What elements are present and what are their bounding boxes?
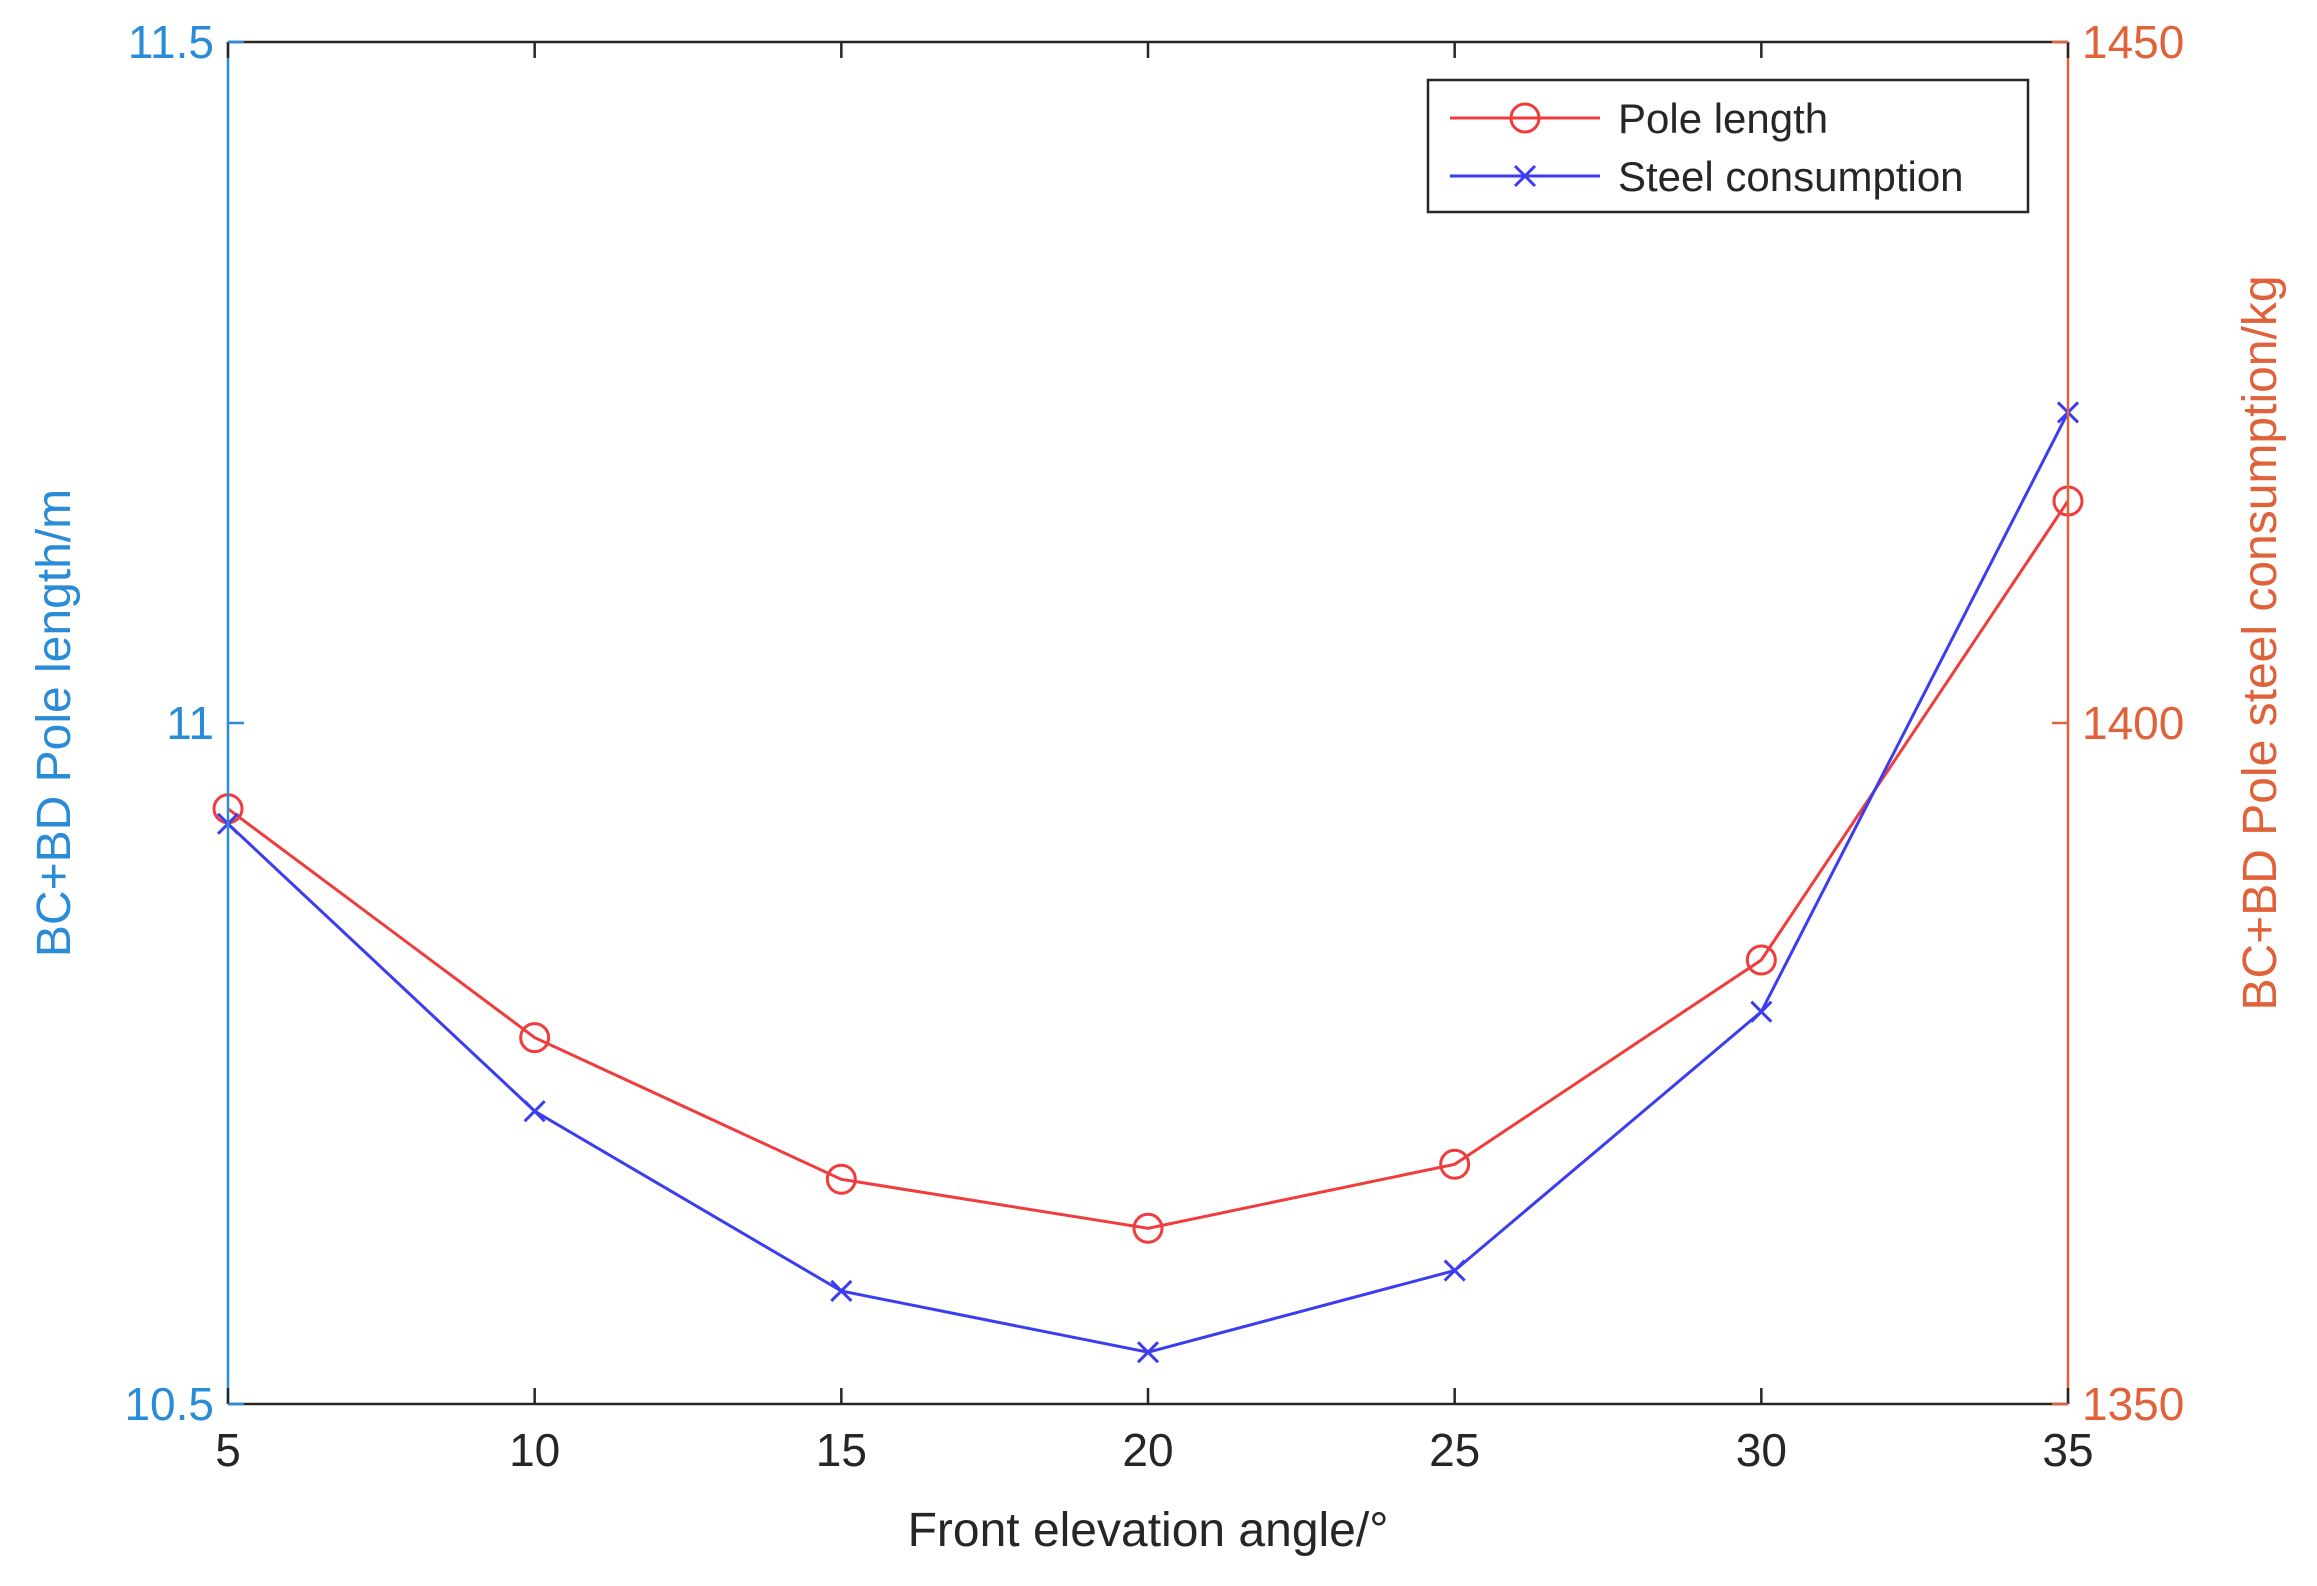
legend: Pole length Steel consumption [1426, 78, 2030, 214]
x-tick-label: 10 [509, 1424, 560, 1476]
x-tick-label: 35 [2042, 1424, 2093, 1476]
legend-item: Steel consumption [1450, 153, 1964, 200]
data-point-pole-length [825, 1163, 857, 1195]
axes-layer: 5 10 15 20 25 30 35 10.5 11 11.5 1350 1400 1450 Front… [28, 16, 2287, 1557]
x-tick-label: 15 [816, 1424, 867, 1476]
y-right-tick-label: 1400 [2082, 697, 2184, 749]
legend-label: Pole length [1618, 95, 1828, 142]
data-point-pole-length [1745, 944, 1777, 976]
y-left-tick-label: 10.5 [124, 1378, 214, 1430]
legend-marker-circle-icon [1509, 102, 1541, 134]
data-point-steel-consumption [1750, 1000, 1773, 1023]
series-steel-consumption [216, 401, 2080, 1364]
y-left-tick-label: 11.5 [128, 16, 214, 68]
data-point-pole-length [1132, 1212, 1164, 1244]
x-tick-label: 30 [1736, 1424, 1787, 1476]
y-right-tick-label: 1350 [2082, 1378, 2184, 1430]
data-point-steel-consumption [830, 1279, 853, 1303]
data-point-steel-consumption [1443, 1259, 1466, 1282]
series-layer [212, 401, 2084, 1364]
series-line-pole-length [227, 500, 2070, 1230]
data-point-pole-length [519, 1022, 551, 1054]
legend-item: Pole length [1450, 95, 1828, 142]
data-point-steel-consumption [1136, 1341, 1160, 1364]
legend-marker-x-icon [1513, 164, 1537, 188]
plot-area [228, 42, 2068, 1404]
y-right-axis-title: BC+BD Pole steel consumption/kg [2234, 275, 2287, 1010]
legend-box [1426, 78, 2030, 214]
x-tick-label: 20 [1122, 1424, 1173, 1476]
data-point-steel-consumption [523, 1100, 546, 1123]
legend-label: Steel consumption [1618, 153, 1964, 200]
y-right-tick-label: 1450 [2082, 16, 2184, 68]
data-point-pole-length [1439, 1148, 1471, 1180]
x-tick-label: 5 [215, 1424, 241, 1476]
x-axis-title: Front elevation angle/° [908, 1504, 1389, 1557]
y-left-tick-label: 11 [166, 697, 214, 749]
x-tick-label: 25 [1429, 1424, 1480, 1476]
y-left-axis-title: BC+BD Pole length/m [28, 489, 81, 957]
